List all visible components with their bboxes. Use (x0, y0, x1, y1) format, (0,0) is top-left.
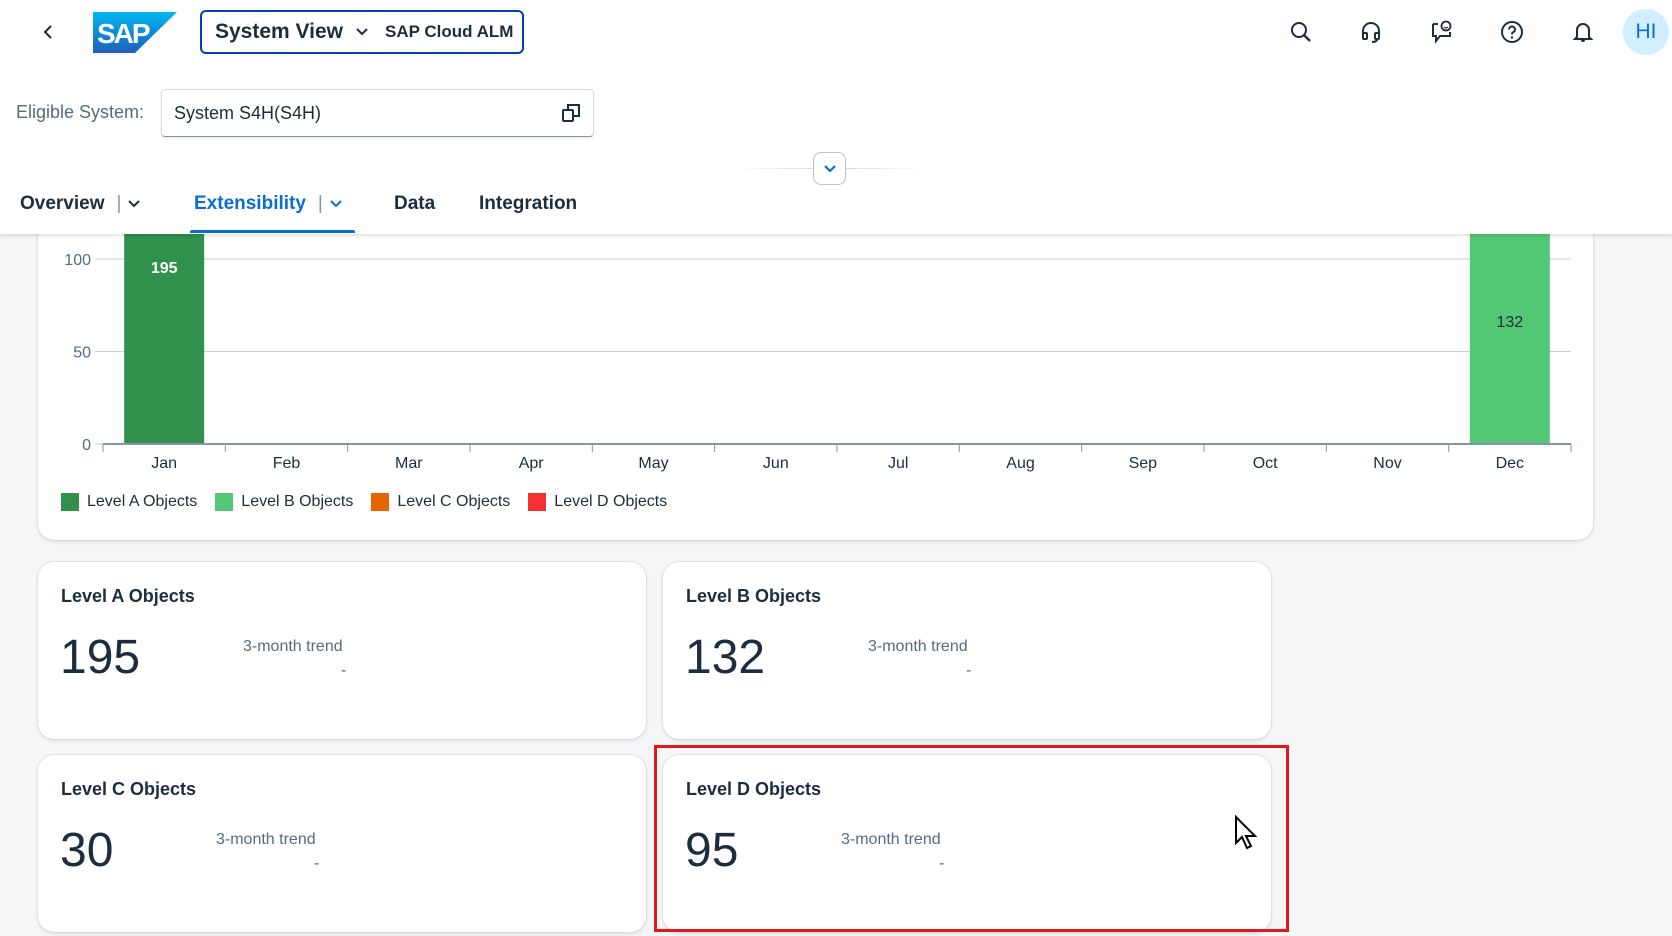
x-tick-label: Apr (519, 455, 545, 472)
sap-logo[interactable]: SAP (93, 12, 177, 58)
data-label: 132 (1496, 314, 1523, 331)
kpi-title: Level D Objects (686, 779, 822, 799)
legend-label: Level A Objects (87, 493, 198, 510)
kpi-value: 30 (60, 824, 114, 877)
search-button[interactable] (1283, 14, 1319, 50)
kpi-value: 195 (60, 631, 141, 684)
kpi-value: 95 (685, 824, 739, 877)
legend-swatch (61, 493, 79, 511)
chart-legend: Level A Objects Level B Objects Level C Ob… (61, 493, 685, 511)
x-tick-label: Jul (888, 455, 908, 472)
legend-swatch (528, 493, 547, 511)
system-view-label: System View (215, 20, 344, 43)
legend-item[interactable]: Level C Objects (371, 493, 510, 511)
bell-icon (1572, 23, 1594, 42)
tab-label: Data (394, 193, 436, 214)
kpi-title: Level C Objects (61, 779, 197, 799)
trend-value: - (314, 855, 320, 872)
avatar-initials: HI (1635, 20, 1657, 43)
x-tick-label: Dec (1496, 455, 1524, 472)
chevron-down-icon[interactable] (329, 199, 343, 209)
tab-extensibility[interactable]: Extensibility | (194, 193, 343, 215)
tab-overview[interactable]: Overview | (20, 193, 141, 215)
x-tick-label: May (638, 455, 668, 472)
x-tick-label: Jun (763, 455, 789, 472)
trend-label: 3-month trend (243, 638, 343, 655)
active-tab-indicator (190, 230, 355, 233)
tab-data[interactable]: Data (394, 193, 435, 215)
chevron-down-icon[interactable] (127, 199, 141, 209)
copy-icon[interactable] (561, 103, 581, 123)
stacked-bar-chart: 0 50 100 195 Jan Feb Mar Apr May Jun Jul Aug Sep Oct N… (64, 180, 1572, 472)
tab-integration[interactable]: Integration (479, 193, 577, 215)
help-button[interactable] (1494, 14, 1530, 50)
legend-swatch (371, 493, 390, 511)
x-tick-label: Jan (151, 455, 177, 472)
y-tick-label: 0 (82, 437, 91, 454)
user-avatar[interactable]: HI (1623, 9, 1669, 55)
trend-label: 3-month trend (868, 638, 968, 655)
y-tick-label: 100 (64, 252, 91, 269)
chevron-down-icon (823, 164, 836, 173)
system-view-selector[interactable]: System View SAP Cloud ALM (200, 10, 524, 54)
x-tick-label: Mar (395, 455, 423, 472)
kpi-card-c[interactable]: Level C Objects 30 3-month trend - (38, 755, 646, 932)
trend-label: 3-month trend (841, 831, 941, 848)
legend-item[interactable]: Level A Objects (61, 493, 197, 511)
eligible-system-label: Eligible System: (16, 102, 145, 122)
legend-item[interactable]: Level B Objects (215, 493, 353, 511)
x-tick-label: Nov (1373, 455, 1401, 472)
chart-card: 0 50 100 195 Jan Feb Mar Apr May Jun Jul Aug Sep Oct N… (38, 180, 1593, 540)
y-tick-label: 50 (73, 345, 91, 362)
trend-value: - (939, 855, 945, 872)
legend-label: Level B Objects (241, 493, 354, 510)
kpi-value: 132 (685, 631, 766, 684)
x-tick-label: Oct (1253, 455, 1278, 472)
trend-value: - (966, 662, 972, 679)
feedback-icon (1432, 20, 1452, 44)
kpi-title: Level A Objects (61, 586, 195, 606)
feedback-button[interactable] (1424, 14, 1460, 50)
legend-label: Level C Objects (397, 493, 511, 510)
legend-swatch (215, 493, 234, 511)
x-tick-label: Aug (1006, 455, 1034, 472)
product-name: SAP Cloud ALM (385, 22, 514, 41)
back-button[interactable] (34, 18, 62, 46)
support-button[interactable] (1353, 14, 1389, 50)
trend-label: 3-month trend (216, 831, 316, 848)
shell-header: SAP System View SAP Cloud ALM HI Eligibl… (0, 0, 1672, 234)
svg-text:SAP: SAP (97, 18, 150, 49)
eligible-system-input[interactable]: System S4H(S4H) (161, 89, 594, 137)
tab-label: Overview (20, 193, 105, 214)
bar-dec-1[interactable] (1469, 199, 1550, 444)
kpi-title: Level B Objects (686, 586, 822, 606)
x-tick-label: Sep (1129, 455, 1158, 472)
mouse-cursor-icon (1235, 815, 1258, 850)
expand-header-button[interactable] (813, 152, 846, 185)
x-tick-label: Feb (273, 455, 301, 472)
headset-icon (1362, 22, 1380, 43)
kpi-card-a[interactable]: Level A Objects 195 3-month trend - (38, 562, 646, 739)
chevron-down-icon (356, 28, 368, 36)
notifications-button[interactable] (1565, 14, 1601, 50)
eligible-system-value: System S4H(S4H) (174, 102, 322, 123)
help-icon (1501, 21, 1523, 43)
trend-value: - (341, 662, 347, 679)
search-icon (1291, 22, 1311, 42)
legend-item[interactable]: Level D Objects (528, 493, 667, 511)
tab-label: Extensibility (194, 193, 306, 214)
data-label: 195 (151, 260, 178, 277)
chevron-left-icon (43, 25, 52, 39)
legend-label: Level D Objects (554, 493, 668, 510)
kpi-card-d[interactable]: Level D Objects 95 3-month trend - (663, 755, 1271, 932)
kpi-card-b[interactable]: Level B Objects 132 3-month trend - (663, 562, 1271, 739)
tab-label: Integration (479, 193, 578, 214)
highlight-box (654, 745, 1289, 932)
